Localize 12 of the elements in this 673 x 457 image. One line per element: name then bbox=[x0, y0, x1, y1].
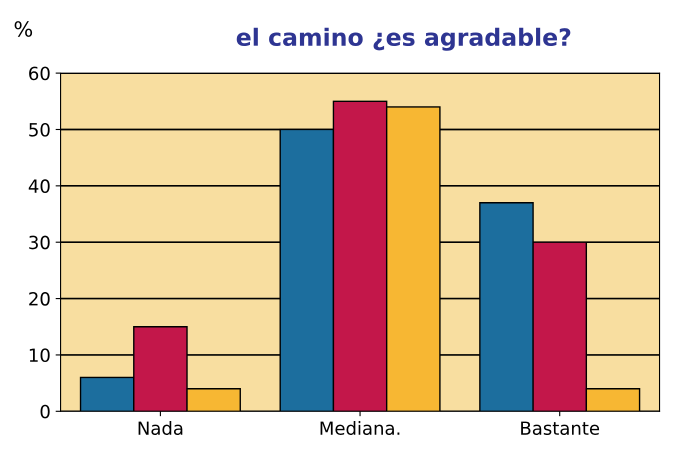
y-tick-label: 10 bbox=[30, 348, 50, 362]
y-tick-label: 30 bbox=[29, 236, 50, 250]
y-axis-title: % bbox=[14, 21, 32, 37]
x-tick-label: Mediana. bbox=[320, 421, 400, 435]
y-tick-label: 50 bbox=[29, 122, 50, 137]
y-tick-label: 0 bbox=[40, 404, 50, 418]
y-tick-label: 60 bbox=[29, 66, 50, 80]
y-tick-label: 20 bbox=[29, 292, 50, 306]
y-tick-label: 40 bbox=[28, 179, 50, 193]
chart-title: el camino ¿es agradable? bbox=[236, 28, 570, 51]
x-tick-label: Bastante bbox=[521, 422, 600, 435]
x-tick-label: Nada bbox=[138, 421, 182, 435]
